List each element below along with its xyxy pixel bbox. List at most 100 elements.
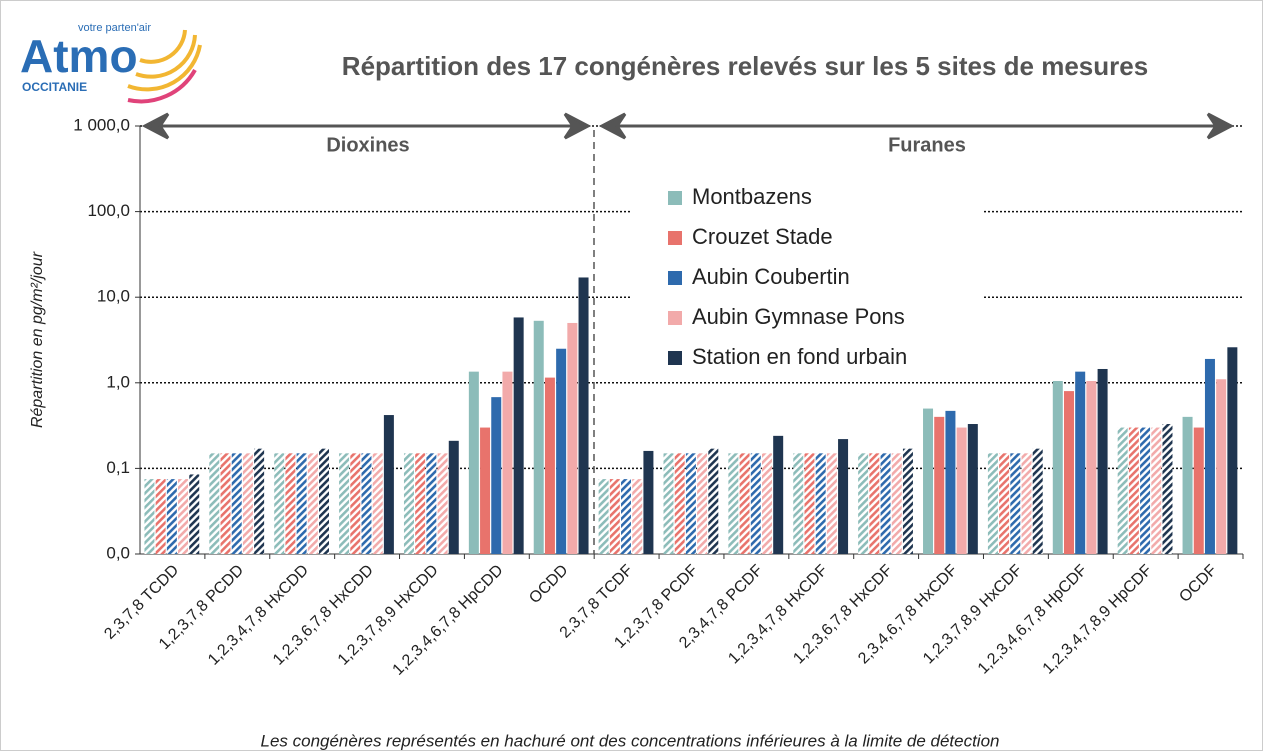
bar <box>567 322 578 554</box>
bar <box>339 453 350 554</box>
bar <box>934 416 945 554</box>
bar <box>773 435 784 554</box>
y-tick-label: 100,0 <box>87 201 130 220</box>
bar <box>144 479 155 554</box>
bar <box>761 453 772 554</box>
bar <box>674 453 685 554</box>
y-tick-label: 1,0 <box>106 372 130 391</box>
bar <box>750 453 761 554</box>
bar <box>697 453 708 554</box>
bar <box>556 348 567 554</box>
legend-label: Montbazens <box>692 184 812 209</box>
bar <box>956 427 967 554</box>
bar <box>1216 379 1227 554</box>
bar <box>1227 347 1238 554</box>
bar <box>415 453 426 554</box>
y-tick-label: 0,0 <box>106 543 130 562</box>
annotation: Furanes <box>888 134 966 156</box>
bar <box>1075 371 1086 554</box>
y-tick-label: 1 000,0 <box>73 115 130 134</box>
bar <box>793 453 804 554</box>
bar <box>513 317 524 554</box>
legend-label: Station en fond urbain <box>692 344 907 369</box>
bar <box>189 474 200 554</box>
bar <box>437 453 448 554</box>
bar <box>307 453 318 554</box>
bar <box>1128 427 1139 554</box>
bar <box>361 453 372 554</box>
bar <box>220 453 231 554</box>
bar <box>663 453 674 554</box>
bar <box>1193 427 1204 554</box>
logo-brand: Atmo <box>20 30 138 82</box>
bar <box>643 450 654 554</box>
bar <box>372 453 383 554</box>
legend-box <box>630 175 982 380</box>
bar <box>468 371 479 554</box>
bar <box>987 453 998 554</box>
bar <box>274 453 285 554</box>
footnote: Les congénères représentés en hachuré on… <box>260 731 999 750</box>
bar <box>1021 453 1032 554</box>
bar <box>544 377 555 554</box>
bar <box>967 424 978 554</box>
bar <box>1117 427 1128 554</box>
bar <box>739 453 750 554</box>
y-axis-label: Répartition en pg/m²/jour <box>29 251 46 428</box>
legend-swatch <box>668 351 682 365</box>
bar <box>319 448 330 554</box>
legend-swatch <box>668 271 682 285</box>
bar <box>598 479 609 554</box>
bar <box>902 448 913 554</box>
bar <box>155 479 166 554</box>
logo-swoosh <box>127 68 197 104</box>
bar <box>880 453 891 554</box>
legend-swatch <box>668 191 682 205</box>
bar <box>231 453 242 554</box>
bar <box>448 440 459 554</box>
bar <box>578 277 589 554</box>
bar <box>383 415 394 554</box>
arrow-furanes <box>598 112 1235 140</box>
bar <box>350 453 361 554</box>
bar <box>1052 380 1063 554</box>
logo-tagline: votre parten'air <box>78 22 151 34</box>
y-tick-label: 0,1 <box>106 458 130 477</box>
bar <box>242 453 253 554</box>
legend-swatch <box>668 231 682 245</box>
bar <box>685 453 696 554</box>
chart-title: Répartition des 17 congénères relevés su… <box>342 51 1148 81</box>
bar <box>869 453 880 554</box>
annotation: Dioxines <box>326 134 409 156</box>
bar <box>285 453 296 554</box>
bar <box>1204 358 1215 554</box>
bar <box>254 448 265 554</box>
y-tick-label: 10,0 <box>97 287 130 306</box>
bar <box>1010 453 1021 554</box>
bar <box>999 453 1010 554</box>
legend-label: Crouzet Stade <box>692 224 833 249</box>
bar <box>1032 448 1043 554</box>
bar <box>609 479 620 554</box>
bar <box>621 479 632 554</box>
bar <box>923 408 934 554</box>
bar <box>826 453 837 554</box>
bar <box>891 453 902 554</box>
bar <box>1162 424 1173 554</box>
legend-swatch <box>668 311 682 325</box>
bar <box>296 453 307 554</box>
bar <box>804 453 815 554</box>
bar <box>1086 380 1097 554</box>
legend-label: Aubin Coubertin <box>692 264 850 289</box>
bar <box>728 453 739 554</box>
bar <box>838 439 849 554</box>
bar <box>708 448 719 554</box>
bar <box>166 479 177 554</box>
bar <box>403 453 414 554</box>
logo-swoosh <box>127 29 202 92</box>
bar <box>480 427 491 554</box>
legend-label: Aubin Gymnase Pons <box>692 304 905 329</box>
bar <box>426 453 437 554</box>
